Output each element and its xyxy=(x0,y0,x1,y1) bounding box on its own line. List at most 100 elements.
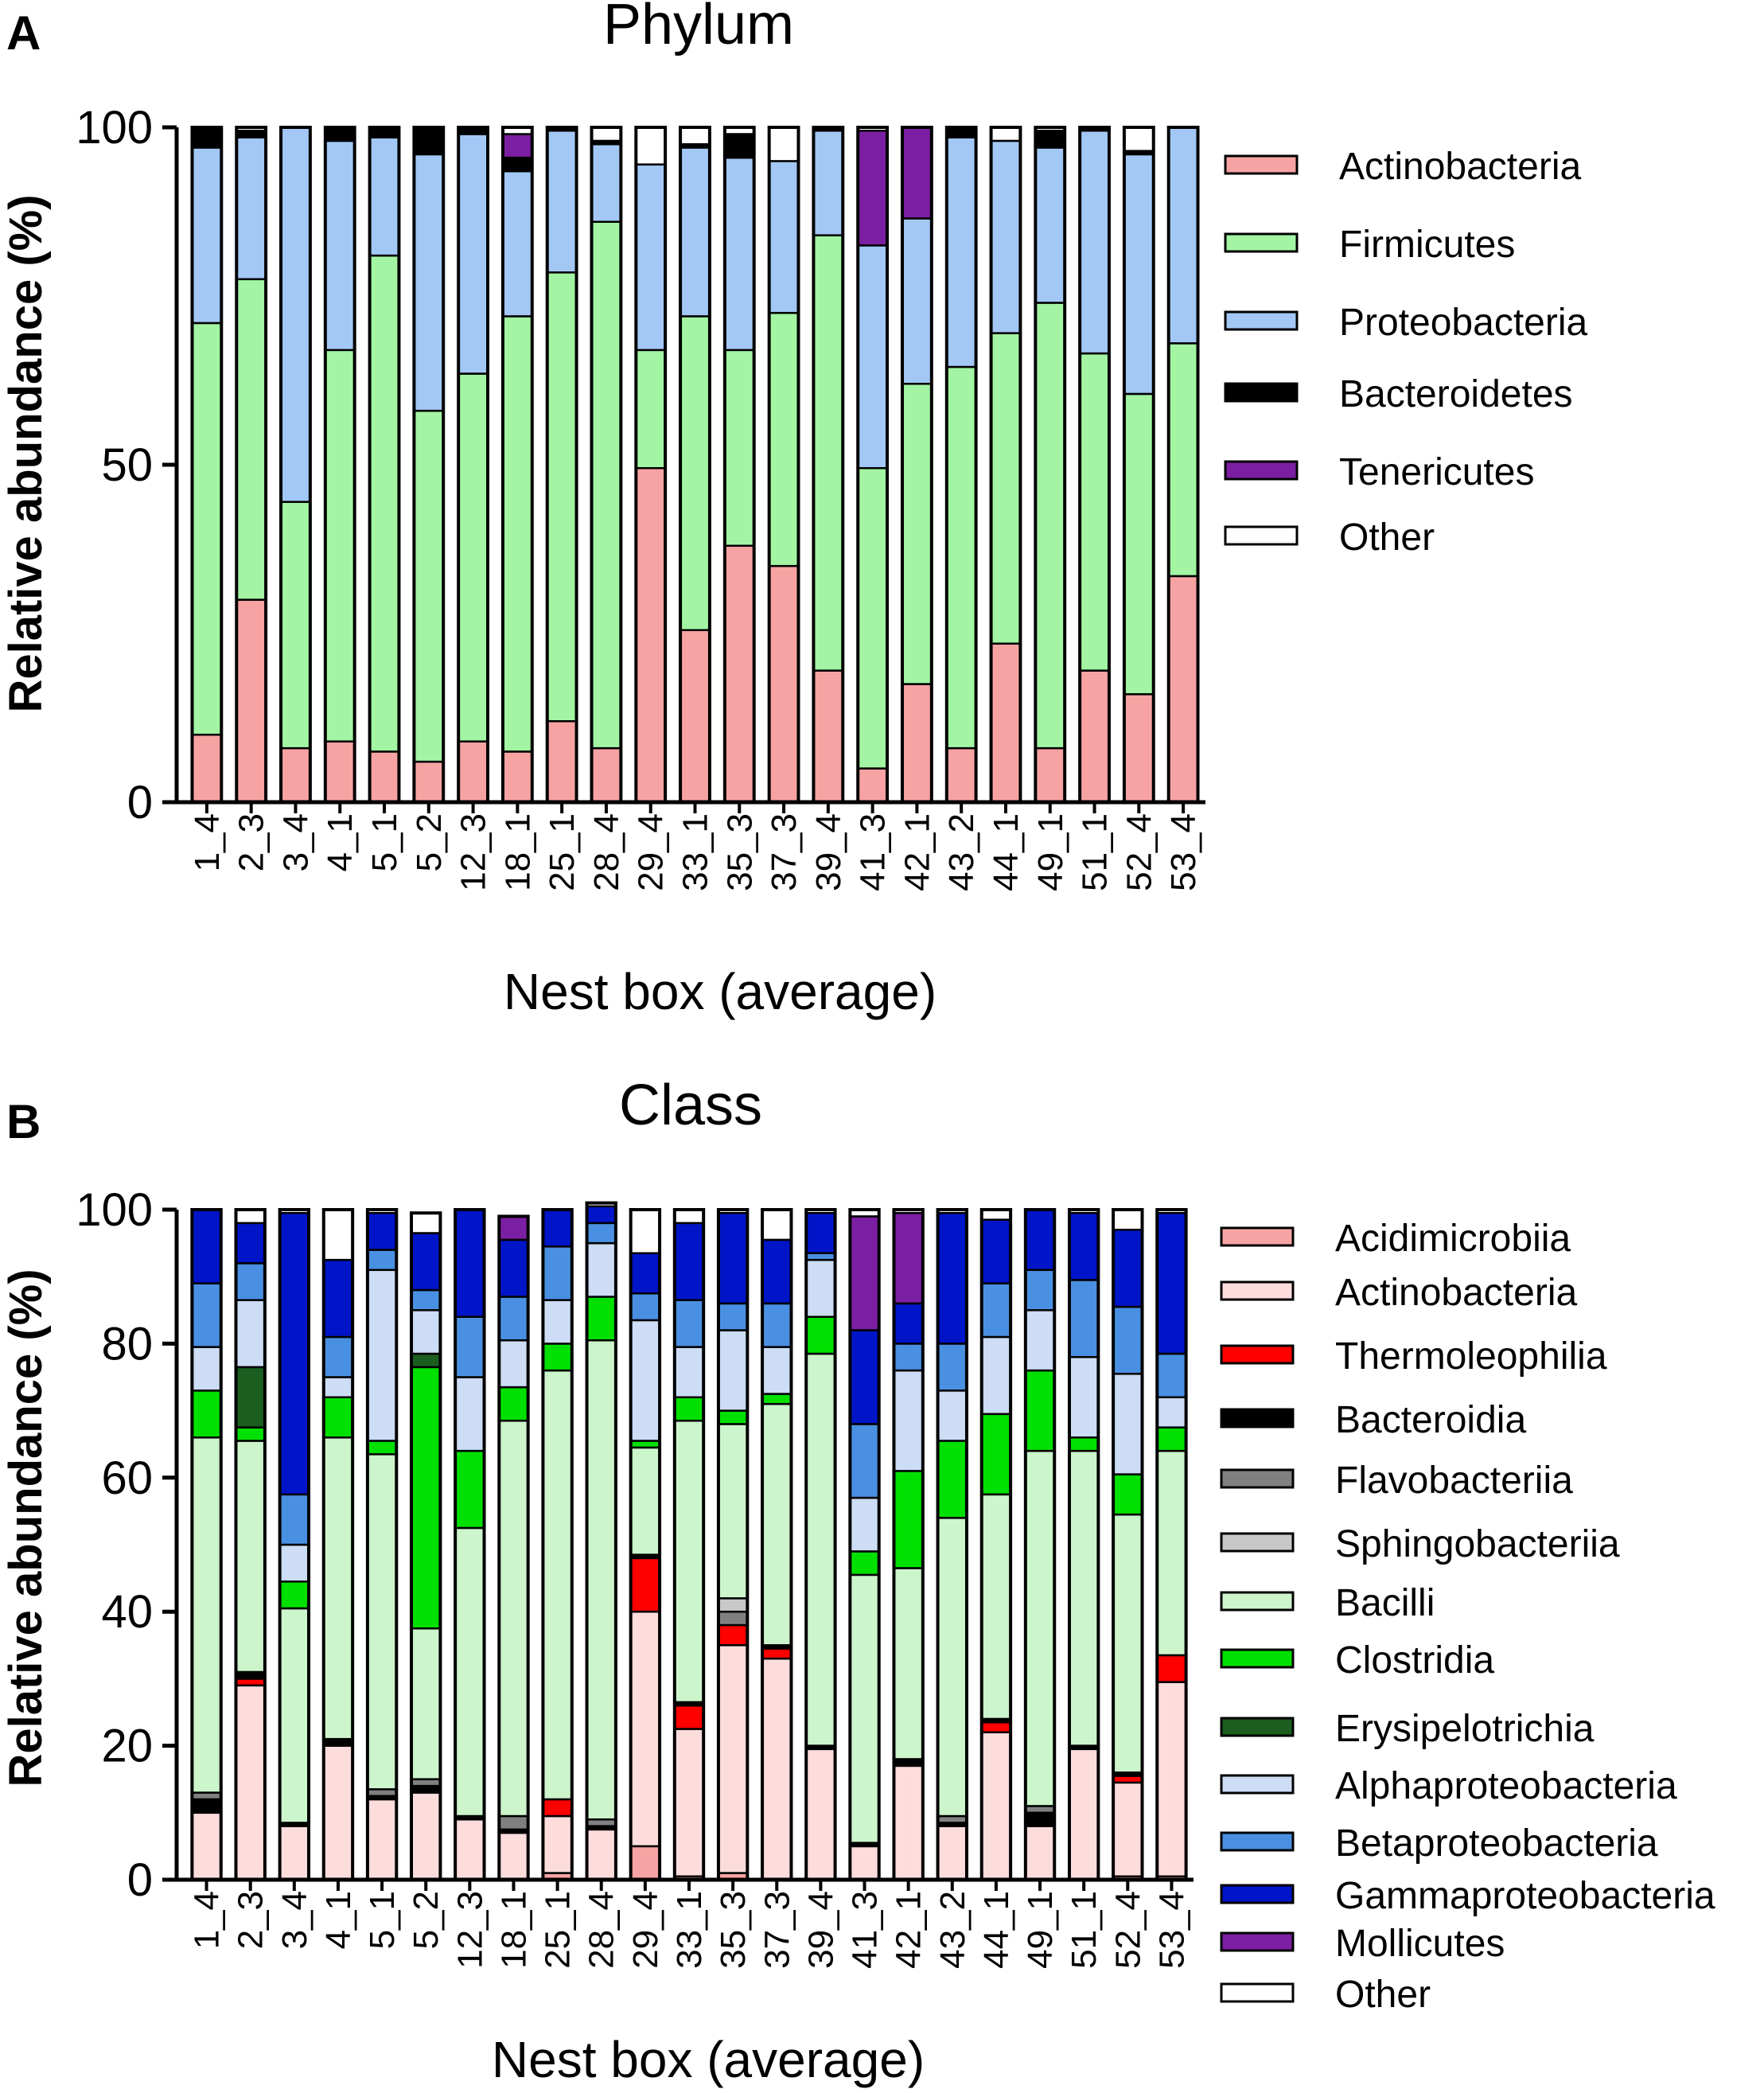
x-tick-label: 43_2 xyxy=(933,1891,972,1969)
bar-segment-other xyxy=(768,126,800,162)
bar-segment-clostridia xyxy=(322,1396,354,1439)
bar-segment-actinobacteria xyxy=(1123,693,1155,804)
bar-segment-firmicutes xyxy=(457,372,489,742)
bar-segment-firmicutes xyxy=(1167,342,1199,578)
bar-segment-other xyxy=(1112,1208,1143,1231)
bar-segment-alphaproteobacteria xyxy=(454,1376,485,1452)
bar-segment-proteobacteria xyxy=(679,146,711,318)
bar-segment-actinobacteria xyxy=(324,740,356,804)
bar-segment-betaproteobacteria xyxy=(717,1302,749,1331)
legend-label: Other xyxy=(1335,1974,1431,2016)
legend-label: Thermoleophilia xyxy=(1335,1335,1607,1378)
bar-segment-actinobacteria xyxy=(366,1798,398,1881)
bar-segment-bacilli xyxy=(586,1339,617,1821)
y-tick-label: 100 xyxy=(76,102,153,154)
bar-segment-alphaproteobacteria xyxy=(586,1241,617,1298)
bar-segment-thermoleophilia xyxy=(235,1678,267,1687)
bar-segment-bacteroidia xyxy=(191,1798,223,1814)
x-tick-label: 35_3 xyxy=(714,1891,753,1969)
bar-segment-bacilli xyxy=(235,1440,267,1674)
bar-segment-firmicutes xyxy=(812,234,844,672)
bar-segment-betaproteobacteria xyxy=(893,1343,925,1372)
bar-segment-gammaproteobacteria xyxy=(235,1222,267,1265)
x-tick-label: 18_1 xyxy=(494,1891,533,1969)
bar-segment-betaproteobacteria xyxy=(191,1282,223,1348)
bar-segment-other xyxy=(673,1208,705,1225)
legend-label: Sphingobacteriia xyxy=(1335,1523,1620,1565)
bar-segment-alphaproteobacteria xyxy=(629,1319,661,1442)
bar-segment-firmicutes xyxy=(279,501,312,750)
bar-segment-alphaproteobacteria xyxy=(980,1335,1012,1416)
bar-segment-firmicutes xyxy=(191,322,223,736)
bar-segment-gammaproteobacteria xyxy=(322,1258,354,1339)
bar-segment-clostridia xyxy=(542,1343,574,1372)
bar-segment-proteobacteria xyxy=(901,217,933,385)
bar-segment-gammaproteobacteria xyxy=(191,1208,223,1284)
bar-segment-alphaproteobacteria xyxy=(1068,1355,1100,1439)
bar-segment-gammaproteobacteria xyxy=(673,1222,705,1301)
bar-segment-clostridia xyxy=(235,1426,267,1442)
x-tick-label: 41_3 xyxy=(846,1891,885,1969)
bar-segment-actinobacteria xyxy=(812,669,844,804)
bar-segment-alphaproteobacteria xyxy=(937,1389,968,1442)
bar-segment-firmicutes xyxy=(990,332,1022,645)
bar-segment-thermoleophilia xyxy=(761,1647,792,1660)
legend-swatch xyxy=(1224,310,1299,331)
x-tick-label: 12_3 xyxy=(450,1891,489,1969)
chart-title-class: Class xyxy=(619,1074,762,1137)
legend-item-bacilli: Bacilli xyxy=(1220,1582,1435,1624)
bar-segment-clostridia xyxy=(1112,1473,1143,1516)
bar-segment-betaproteobacteria xyxy=(1024,1269,1056,1312)
bar-segment-proteobacteria xyxy=(413,153,445,412)
bar-segment-actinobacteria xyxy=(236,598,267,804)
y-tick-label: 40 xyxy=(101,1586,153,1638)
bar-segment-other xyxy=(761,1208,792,1241)
x-tick-label: 35_3 xyxy=(720,813,759,891)
legend-label: Actinobacteria xyxy=(1335,1272,1577,1314)
bar-segment-bacilli xyxy=(366,1453,398,1791)
x-tick-label: 44_1 xyxy=(977,1891,1016,1969)
bar-segment-proteobacteria xyxy=(1034,146,1066,304)
bar-segment-betaproteobacteria xyxy=(761,1302,792,1348)
x-tick-label: 1_4 xyxy=(188,813,227,871)
bar-segment-other xyxy=(629,1208,661,1254)
y-tick-label: 60 xyxy=(101,1452,153,1504)
bar-segment-tenericutes xyxy=(901,126,933,220)
bar-segment-thermoleophilia xyxy=(629,1557,661,1613)
x-tick-label: 2_3 xyxy=(232,813,271,871)
x-tick-label: 44_1 xyxy=(987,813,1026,891)
bar-segment-alphaproteobacteria xyxy=(849,1496,880,1553)
bar-segment-proteobacteria xyxy=(191,146,223,325)
legend-item-other: Other xyxy=(1224,516,1435,559)
bar-segment-alphaproteobacteria xyxy=(673,1346,705,1399)
legend-item-sphingobacteriia: Sphingobacteriia xyxy=(1220,1523,1620,1565)
bar-segment-betaproteobacteria xyxy=(235,1262,267,1301)
bar-segment-gammaproteobacteria xyxy=(454,1208,485,1318)
legend-label: Acidimicrobiia xyxy=(1335,1218,1571,1260)
x-tick-label: 41_3 xyxy=(854,813,893,891)
bar-segment-erysipelotrichia xyxy=(410,1352,442,1369)
bar-segment-other xyxy=(1123,126,1155,152)
legend-label: Gammaproteobacteria xyxy=(1335,1875,1715,1917)
bar-segment-clostridia xyxy=(629,1440,661,1449)
x-tick-label: 3_4 xyxy=(276,813,315,871)
bar-segment-tenericutes xyxy=(856,129,889,247)
bar-segment-bacteroidetes xyxy=(1034,129,1066,149)
legend-label: Clostridia xyxy=(1335,1639,1494,1682)
bar-segment-gammaproteobacteria xyxy=(366,1211,398,1251)
x-tick-label: 25_1 xyxy=(539,1891,578,1969)
bar-segment-other xyxy=(990,126,1022,142)
legend-a: Actinobacteria Firmicutes Proteobacteria Ba… xyxy=(1224,146,1587,559)
bar-segment-actinobacteria xyxy=(673,1728,705,1878)
legend-swatch xyxy=(1220,1280,1295,1301)
x-tick-label: 43_2 xyxy=(942,813,981,891)
x-tick-label: 5_2 xyxy=(410,813,449,871)
bar-segment-gammaproteobacteria xyxy=(1112,1229,1143,1308)
bar-segment-gammaproteobacteria xyxy=(804,1211,836,1254)
legend-swatch xyxy=(1220,1831,1295,1852)
bar-segment-gammaproteobacteria xyxy=(1155,1211,1187,1355)
bar-segment-flavobacteriia xyxy=(410,1778,442,1787)
bar-segment-proteobacteria xyxy=(768,160,800,314)
bar-segment-thermoleophilia xyxy=(980,1721,1012,1734)
